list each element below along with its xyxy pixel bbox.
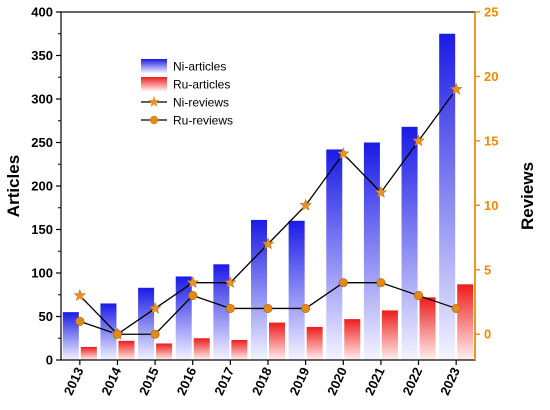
y-tick-label: 400 <box>31 5 53 20</box>
ru-article-bar <box>381 310 398 360</box>
x-tick-label: 2020 <box>324 365 350 398</box>
y-tick-label: 50 <box>39 309 53 324</box>
ru-article-bar <box>80 346 97 360</box>
y-tick-label: 200 <box>31 179 53 194</box>
y2-tick-label: 5 <box>484 262 491 277</box>
x-tick-label: 2017 <box>211 365 237 398</box>
x-tick-label: 2019 <box>287 365 313 398</box>
ru-article-bar <box>231 339 248 360</box>
y-tick-label: 150 <box>31 222 53 237</box>
x-tick-label: 2013 <box>61 365 87 398</box>
ru-article-bar <box>306 326 323 360</box>
legend-label: Ru-reviews <box>173 114 233 128</box>
ni-reviews-point <box>449 82 463 95</box>
ru-reviews-point <box>263 303 273 313</box>
y2-tick-label: 0 <box>484 327 491 342</box>
x-tick-label: 2018 <box>249 365 275 398</box>
ru-reviews-point <box>451 303 461 313</box>
ni-article-bar <box>326 149 343 360</box>
ni-reviews-point <box>223 275 237 289</box>
x-tick-label: 2016 <box>174 365 200 398</box>
x-tick-label: 2022 <box>399 365 425 398</box>
ni-article-bar <box>288 220 305 360</box>
ni-reviews-point <box>261 237 275 250</box>
ni-article-bar <box>213 264 230 360</box>
y2-axis-title: Reviews <box>518 162 537 230</box>
ru-article-bar <box>344 319 361 360</box>
lines-layer <box>73 82 463 340</box>
x-tick-label: 2015 <box>136 365 162 398</box>
y2-tick-label: 10 <box>484 198 498 213</box>
legend-star-marker <box>148 96 160 107</box>
y-tick-label: 350 <box>31 48 53 63</box>
legend: Ni-articles Ru-articles Ni-reviews Ru-revie… <box>141 59 233 128</box>
legend-label: Ni-reviews <box>173 96 229 110</box>
y-tick-label: 100 <box>31 266 53 281</box>
ru-article-bar <box>419 297 436 360</box>
y2-tick-label: 20 <box>484 69 498 84</box>
ni-article-bar <box>363 142 380 360</box>
y2-tick-label: 15 <box>484 133 498 148</box>
ru-reviews-point <box>150 329 160 339</box>
ni-reviews-point <box>299 198 313 211</box>
x-tick-label: 2021 <box>362 365 388 398</box>
bars-layer <box>62 33 474 360</box>
ni-reviews-line <box>79 88 457 336</box>
legend-circle-marker <box>149 115 159 125</box>
ru-reviews-point <box>188 291 198 301</box>
ru-article-bar <box>457 284 474 360</box>
ni-reviews-point <box>73 288 87 301</box>
ni-reviews-point <box>336 147 350 160</box>
legend-label: Ni-articles <box>173 60 226 74</box>
ni-article-bar <box>175 276 192 360</box>
y-tick-label: 250 <box>31 135 53 150</box>
ru-reviews-point <box>301 303 311 313</box>
ru-reviews-point <box>112 329 122 339</box>
ni-reviews-point <box>374 185 388 198</box>
ru-reviews-point <box>376 278 386 288</box>
ni-reviews-point <box>412 134 425 147</box>
ru-article-bar <box>118 340 135 360</box>
ni-article-bar <box>401 126 418 360</box>
x-tick-label: 2014 <box>98 364 124 397</box>
legend-swatch <box>141 59 167 73</box>
ni-reviews-point <box>186 275 200 289</box>
legend-label: Ru-articles <box>173 78 230 92</box>
legend-swatch <box>141 77 167 91</box>
ni-article-bar <box>439 33 456 360</box>
ru-article-bar <box>193 338 210 360</box>
ru-reviews-point <box>225 303 235 313</box>
ru-reviews-point <box>75 316 85 326</box>
ni-article-bar <box>251 219 267 360</box>
ru-article-bar <box>156 343 173 360</box>
y-tick-label: 0 <box>46 353 53 368</box>
ru-reviews-point <box>338 278 348 288</box>
ru-reviews-point <box>414 291 424 301</box>
ru-article-bar <box>269 322 285 360</box>
y-tick-label: 300 <box>31 92 53 107</box>
x-tick-label: 2023 <box>437 365 463 398</box>
ni-article-bar <box>138 287 155 360</box>
y-axis-title: Articles <box>4 155 23 217</box>
ni-reviews-point <box>148 301 162 314</box>
y2-tick-label: 25 <box>484 5 498 20</box>
ni-article-bar <box>62 312 79 360</box>
